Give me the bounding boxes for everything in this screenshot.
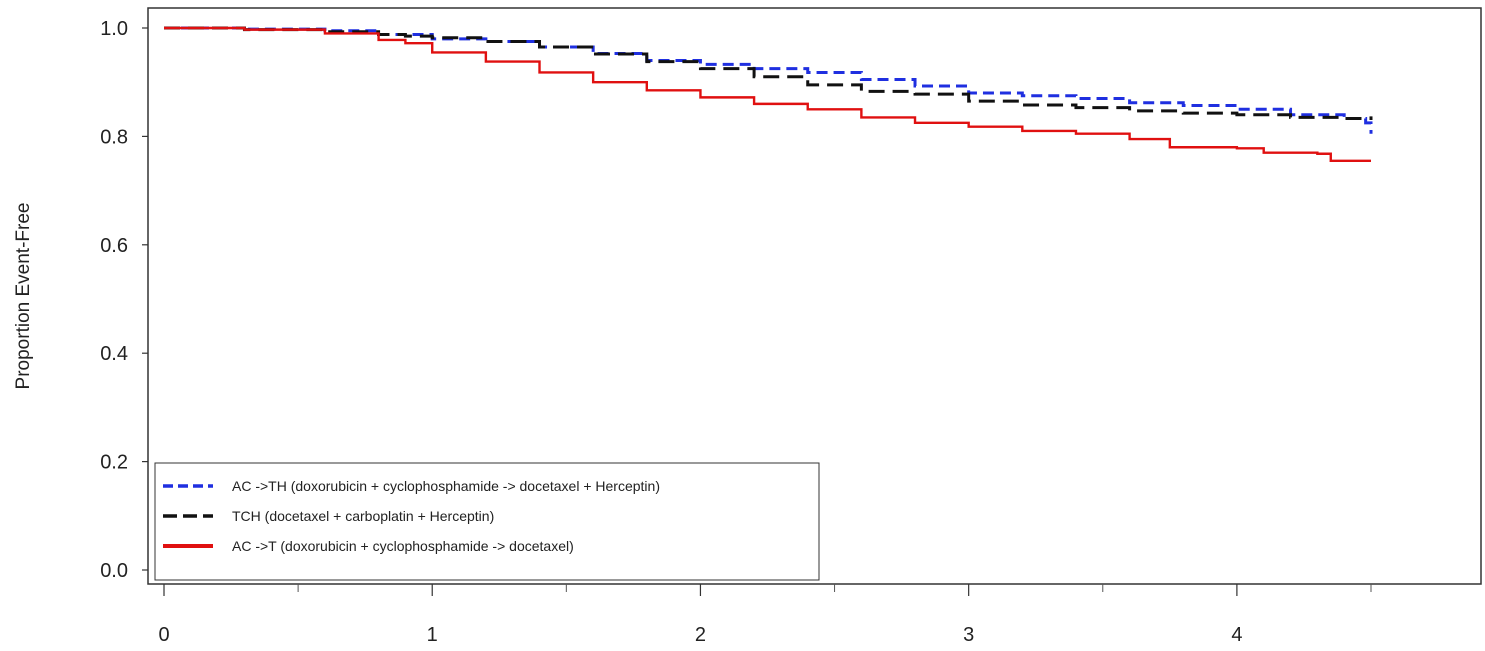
y-tick-label: 0.0: [100, 560, 128, 582]
legend-items: AC ->TH (doxorubicin + cyclophosphamide …: [163, 478, 660, 554]
y-tick-label: 0.6: [100, 235, 128, 257]
plot-frame: [147, 7, 1482, 585]
legend: AC ->TH (doxorubicin + cyclophosphamide …: [154, 462, 820, 581]
legend-label: AC ->T (doxorubicin + cyclophosphamide -…: [232, 538, 574, 554]
x-tick-label: 0: [158, 624, 169, 646]
series-layer: [164, 26, 1373, 162]
legend-label: AC ->TH (doxorubicin + cyclophosphamide …: [232, 478, 660, 494]
y-tick-label: 0.4: [100, 343, 128, 365]
series-line-2: [164, 26, 1373, 121]
x-axis: 0 1 2 3 4: [158, 584, 1372, 646]
x-tick-label: 4: [1231, 624, 1242, 646]
x-tick-label: 2: [695, 624, 706, 646]
y-tick-label: 0.8: [100, 126, 128, 148]
y-axis: 0.0 0.2 0.4 0.6 0.8 1.0: [100, 18, 148, 582]
x-tick-label: 1: [427, 624, 438, 646]
y-tick-label: 1.0: [100, 18, 128, 40]
y-tick-label: 0.2: [100, 452, 128, 474]
y-axis-title: Proportion Event-Free: [13, 203, 34, 390]
legend-box: [154, 462, 820, 581]
series-line-1: [164, 26, 1373, 134]
series-line-3: [164, 26, 1371, 162]
x-tick-label: 3: [963, 624, 974, 646]
legend-label: TCH (docetaxel + carboplatin + Herceptin…: [232, 508, 494, 524]
